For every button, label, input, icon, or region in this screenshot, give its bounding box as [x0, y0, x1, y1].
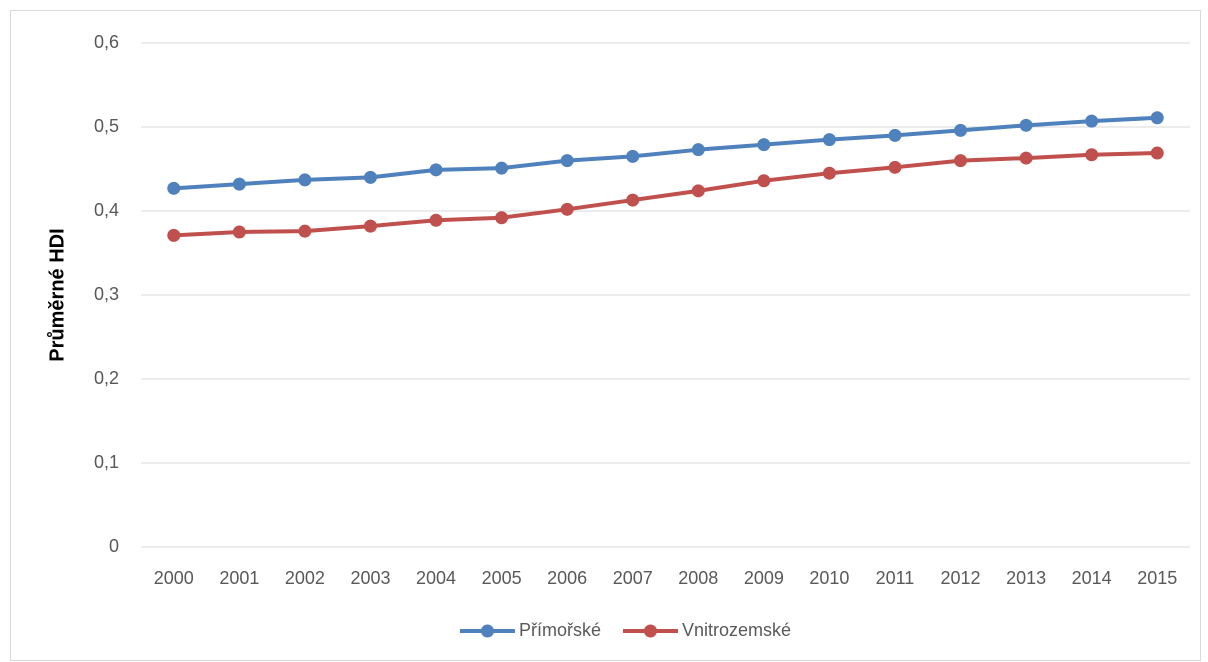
data-point: [429, 163, 443, 177]
data-point: [167, 228, 181, 242]
data-point: [888, 160, 902, 174]
data-point: [1019, 118, 1033, 132]
legend-label: Přímořské: [519, 620, 601, 640]
data-point: [626, 193, 640, 207]
y-tick-label: 0: [109, 536, 119, 556]
data-point: [495, 211, 509, 225]
data-point: [560, 154, 574, 168]
y-tick-label: 0,4: [94, 200, 119, 220]
data-point: [167, 181, 181, 195]
x-tick-label: 2011: [876, 568, 915, 588]
data-point: [822, 166, 836, 180]
x-tick-label: 2009: [744, 568, 784, 588]
data-point: [298, 173, 312, 187]
y-tick-label: 0,2: [94, 368, 119, 388]
data-point: [363, 219, 377, 233]
data-point: [1085, 148, 1099, 162]
x-tick-label: 2004: [416, 568, 456, 588]
data-point: [1150, 111, 1164, 125]
data-point: [757, 138, 771, 152]
x-tick-label: 2010: [809, 568, 849, 588]
data-point: [1150, 146, 1164, 160]
y-tick-label: 0,6: [94, 32, 119, 52]
x-tick-label: 2002: [285, 568, 325, 588]
data-point: [757, 174, 771, 188]
data-point: [1085, 114, 1099, 128]
data-point: [232, 225, 246, 239]
legend-marker: [643, 624, 657, 638]
x-tick-label: 2007: [613, 568, 653, 588]
series-line: [173, 115, 1158, 191]
data-point: [954, 123, 968, 137]
data-point: [560, 202, 574, 216]
y-tick-label: 0,3: [94, 284, 119, 304]
data-point: [232, 177, 246, 191]
x-tick-label: 2006: [547, 568, 587, 588]
x-tick-label: 2013: [1006, 568, 1046, 588]
x-tick-label: 2000: [154, 568, 194, 588]
y-axis-title: Průměrné HDI: [46, 228, 68, 361]
legend-marker: [480, 624, 494, 638]
x-tick-label: 2012: [941, 568, 981, 588]
x-tick-label: 2014: [1072, 568, 1112, 588]
y-tick-label: 0,5: [94, 116, 119, 136]
data-point: [626, 149, 640, 163]
data-point: [691, 184, 705, 198]
data-point: [954, 154, 968, 168]
x-tick-label: 2001: [219, 568, 259, 588]
x-tick-label: 2005: [482, 568, 522, 588]
data-point: [1019, 151, 1033, 165]
data-point: [298, 224, 312, 238]
y-tick-label: 0,1: [94, 452, 119, 472]
x-tick-label: 2003: [350, 568, 390, 588]
x-tick-label: 2008: [678, 568, 718, 588]
legend-label: Vnitrozemské: [682, 620, 791, 640]
data-point: [363, 170, 377, 184]
data-point: [888, 128, 902, 142]
x-tick-label: 2015: [1137, 568, 1177, 588]
series-line: [173, 151, 1158, 238]
data-point: [495, 161, 509, 175]
data-point: [822, 133, 836, 147]
data-point: [691, 143, 705, 157]
data-point: [429, 213, 443, 227]
chart-frame: [10, 10, 1201, 661]
